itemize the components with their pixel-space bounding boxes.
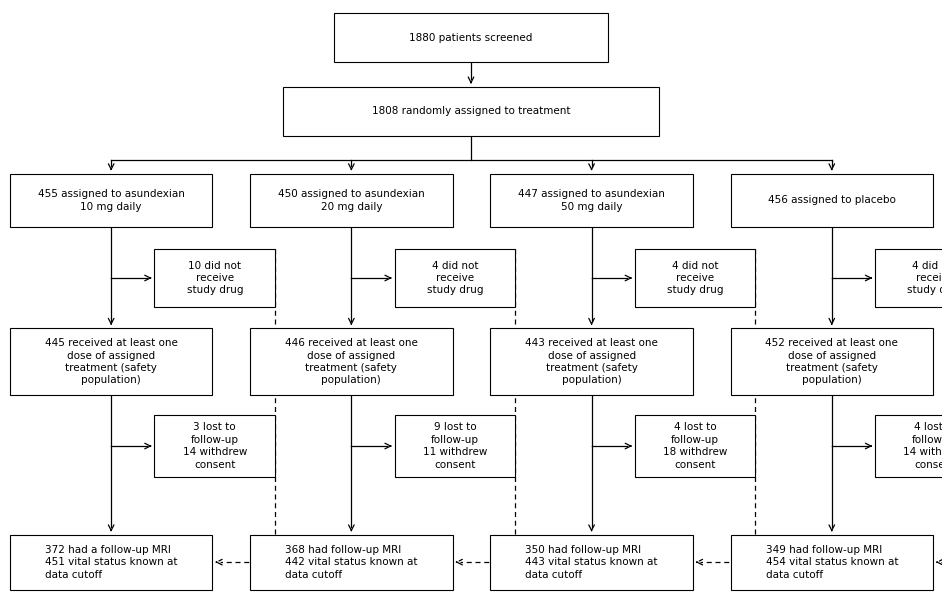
Text: 372 had a follow-up MRI
451 vital status known at
data cutoff: 372 had a follow-up MRI 451 vital status… bbox=[45, 545, 177, 579]
FancyBboxPatch shape bbox=[635, 415, 755, 477]
FancyBboxPatch shape bbox=[154, 415, 275, 477]
Text: 9 lost to
follow-up
11 withdrew
consent: 9 lost to follow-up 11 withdrew consent bbox=[423, 422, 487, 470]
FancyBboxPatch shape bbox=[9, 535, 212, 590]
FancyBboxPatch shape bbox=[395, 249, 515, 307]
Text: 1808 randomly assigned to treatment: 1808 randomly assigned to treatment bbox=[372, 106, 570, 116]
FancyBboxPatch shape bbox=[251, 174, 453, 227]
Text: 4 lost to
follow-up
18 withdrew
consent: 4 lost to follow-up 18 withdrew consent bbox=[663, 422, 727, 470]
Text: 445 received at least one
dose of assigned
treatment (safety
population): 445 received at least one dose of assign… bbox=[44, 338, 178, 386]
FancyBboxPatch shape bbox=[490, 328, 692, 395]
Text: 350 had follow-up MRI
443 vital status known at
data cutoff: 350 had follow-up MRI 443 vital status k… bbox=[526, 545, 658, 579]
Text: 4 did not
receive
study drug: 4 did not receive study drug bbox=[667, 261, 723, 295]
FancyBboxPatch shape bbox=[731, 328, 933, 395]
Text: 447 assigned to asundexian
50 mg daily: 447 assigned to asundexian 50 mg daily bbox=[518, 189, 665, 211]
FancyBboxPatch shape bbox=[490, 535, 692, 590]
FancyBboxPatch shape bbox=[251, 535, 453, 590]
Text: 452 received at least one
dose of assigned
treatment (safety
population): 452 received at least one dose of assign… bbox=[765, 338, 899, 386]
FancyBboxPatch shape bbox=[9, 328, 212, 395]
FancyBboxPatch shape bbox=[635, 249, 755, 307]
FancyBboxPatch shape bbox=[251, 328, 453, 395]
FancyBboxPatch shape bbox=[283, 87, 659, 136]
Text: 455 assigned to asundexian
10 mg daily: 455 assigned to asundexian 10 mg daily bbox=[38, 189, 185, 211]
Text: 1880 patients screened: 1880 patients screened bbox=[410, 33, 532, 43]
FancyBboxPatch shape bbox=[875, 249, 942, 307]
FancyBboxPatch shape bbox=[334, 13, 608, 62]
FancyBboxPatch shape bbox=[875, 415, 942, 477]
Text: 3 lost to
follow-up
14 withdrew
consent: 3 lost to follow-up 14 withdrew consent bbox=[183, 422, 247, 470]
FancyBboxPatch shape bbox=[9, 174, 212, 227]
FancyBboxPatch shape bbox=[731, 174, 933, 227]
Text: 456 assigned to placebo: 456 assigned to placebo bbox=[768, 196, 896, 205]
FancyBboxPatch shape bbox=[490, 174, 692, 227]
Text: 10 did not
receive
study drug: 10 did not receive study drug bbox=[187, 261, 243, 295]
FancyBboxPatch shape bbox=[154, 249, 275, 307]
FancyBboxPatch shape bbox=[395, 415, 515, 477]
Text: 4 lost to
follow-up
14 withdrew
consent: 4 lost to follow-up 14 withdrew consent bbox=[903, 422, 942, 470]
Text: 443 received at least one
dose of assigned
treatment (safety
population): 443 received at least one dose of assign… bbox=[525, 338, 658, 386]
Text: 4 did not
receive
study drug: 4 did not receive study drug bbox=[427, 261, 483, 295]
Text: 349 had follow-up MRI
454 vital status known at
data cutoff: 349 had follow-up MRI 454 vital status k… bbox=[766, 545, 898, 579]
Text: 450 assigned to asundexian
20 mg daily: 450 assigned to asundexian 20 mg daily bbox=[278, 189, 425, 211]
FancyBboxPatch shape bbox=[731, 535, 933, 590]
Text: 4 did not
receive
study drug: 4 did not receive study drug bbox=[907, 261, 942, 295]
Text: 446 received at least one
dose of assigned
treatment (safety
population): 446 received at least one dose of assign… bbox=[284, 338, 418, 386]
Text: 368 had follow-up MRI
442 vital status known at
data cutoff: 368 had follow-up MRI 442 vital status k… bbox=[285, 545, 417, 579]
